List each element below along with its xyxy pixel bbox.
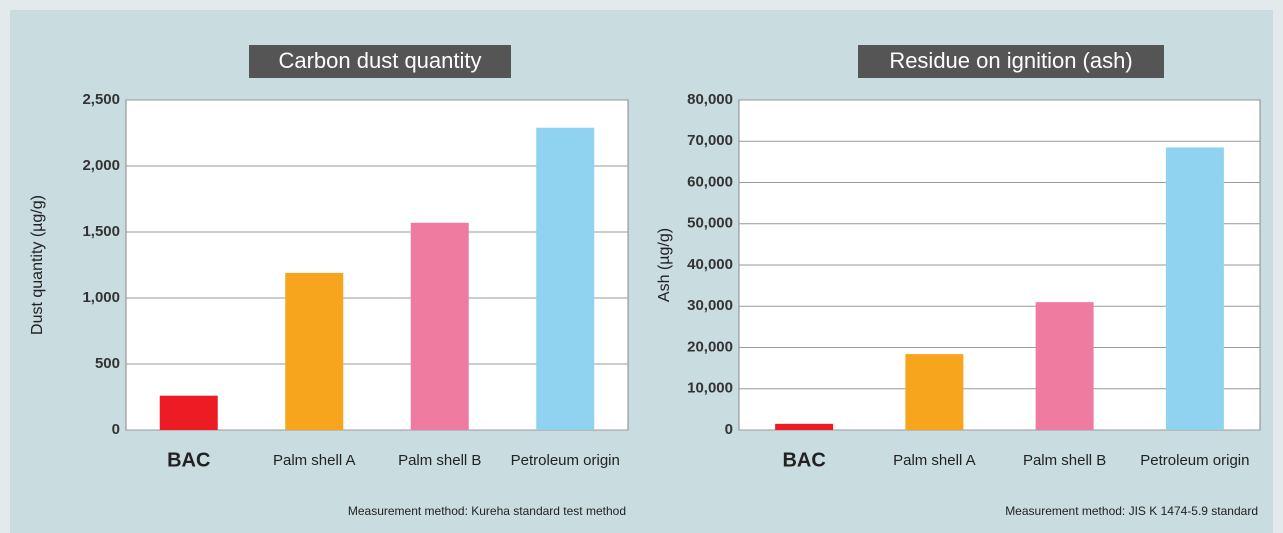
y-tick-label: 80,000 [687, 91, 733, 108]
y-tick-label: 70,000 [687, 132, 733, 149]
title-box [249, 45, 511, 78]
note: Measurement method: Kureha standard test… [348, 504, 626, 518]
bar [1165, 147, 1224, 430]
y-tick-label: 20,000 [687, 338, 733, 355]
x-tick-label: Palm shell B [1023, 452, 1106, 469]
x-tick-label: Palm shell A [273, 452, 356, 469]
bar [1035, 302, 1094, 430]
bar [536, 127, 595, 430]
bar [159, 395, 218, 430]
x-tick-label: Palm shell A [893, 452, 976, 469]
bar [775, 423, 834, 430]
bar [410, 222, 469, 430]
bar [285, 272, 344, 430]
y-tick-label: 40,000 [687, 256, 733, 273]
y-tick-label: 60,000 [687, 173, 733, 190]
x-tick-label: Palm shell B [398, 452, 481, 469]
y-tick-label: 50,000 [687, 215, 733, 232]
y-tick-label: 2,000 [82, 157, 120, 174]
title-box [858, 45, 1164, 78]
x-tick-label: BAC [782, 449, 825, 471]
y-tick-label: 30,000 [687, 297, 733, 314]
y-tick-label: 1,000 [82, 289, 120, 306]
y-axis-label: Ash (µg/g) [656, 228, 673, 302]
y-tick-label: 0 [112, 421, 120, 438]
note: Measurement method: JIS K 1474-5.9 stand… [1005, 504, 1258, 518]
y-axis-label: Dust quantity (µg/g) [29, 195, 46, 335]
y-tick-label: 500 [95, 355, 120, 372]
bar [905, 354, 964, 430]
y-tick-label: 1,500 [82, 223, 120, 240]
y-tick-label: 10,000 [687, 380, 733, 397]
y-tick-label: 2,500 [82, 91, 120, 108]
chart-title: Carbon dust quantity [278, 48, 481, 73]
x-tick-label: Petroleum origin [1140, 452, 1249, 469]
x-tick-label: Petroleum origin [511, 452, 620, 469]
chart-title: Residue on ignition (ash) [889, 48, 1132, 73]
x-tick-label: BAC [167, 449, 210, 471]
y-tick-label: 0 [725, 421, 733, 438]
